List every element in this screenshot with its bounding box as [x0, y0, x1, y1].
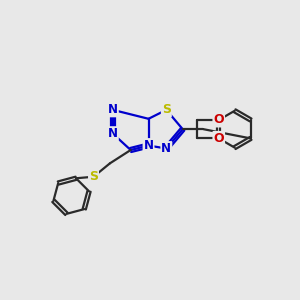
Text: S: S	[162, 103, 171, 116]
Text: N: N	[108, 127, 118, 140]
Text: N: N	[108, 103, 118, 116]
Text: O: O	[213, 132, 224, 145]
Text: N: N	[161, 142, 171, 155]
Text: O: O	[213, 113, 224, 127]
Text: S: S	[89, 170, 98, 183]
Text: N: N	[143, 139, 154, 152]
